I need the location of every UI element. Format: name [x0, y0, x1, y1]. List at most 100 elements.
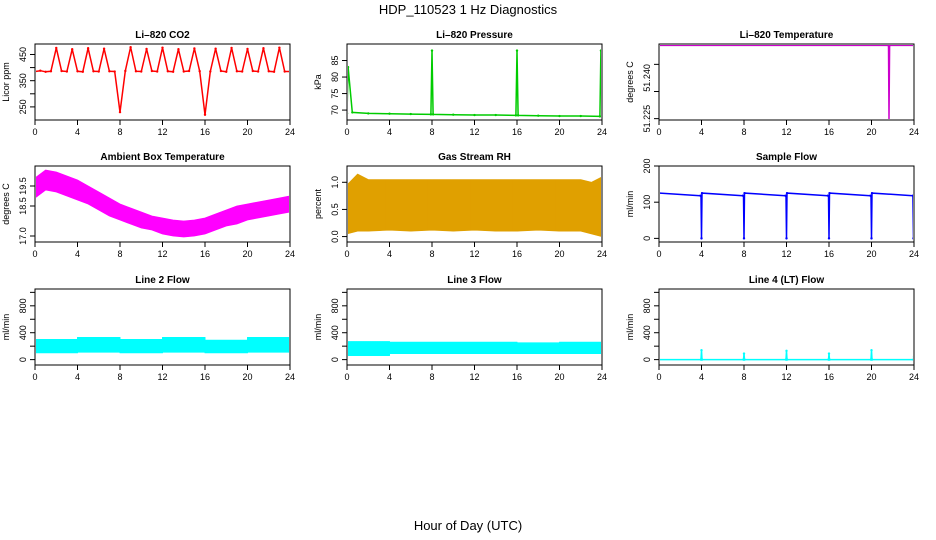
- data-point: [888, 45, 891, 47]
- x-tick-label: 8: [741, 372, 746, 382]
- x-tick-label: 24: [909, 249, 919, 259]
- data-point: [700, 358, 704, 361]
- x-tick-label: 0: [656, 249, 661, 259]
- data-point: [283, 70, 286, 73]
- data-point: [870, 358, 874, 361]
- panel-ylabel: ml/min: [625, 314, 635, 341]
- data-point: [118, 110, 122, 114]
- panel-ylabel: kPa: [313, 74, 323, 90]
- x-tick-label: 0: [32, 249, 37, 259]
- panel-title: Li–820 Temperature: [740, 30, 834, 41]
- data-point: [140, 70, 143, 73]
- x-tick-label: 8: [429, 127, 434, 137]
- y-tick-label: 800: [642, 298, 652, 313]
- x-tick-label: 24: [285, 249, 295, 259]
- series-line: [660, 45, 913, 119]
- data-point: [409, 112, 412, 116]
- y-tick-label: 450: [18, 47, 28, 62]
- series-group: [348, 341, 601, 356]
- data-point: [429, 113, 433, 116]
- x-tick-label: 0: [344, 249, 349, 259]
- y-tick-label: 400: [18, 325, 28, 340]
- data-point: [700, 349, 703, 352]
- data-point: [785, 237, 788, 240]
- data-point: [660, 45, 661, 47]
- data-point: [209, 70, 212, 73]
- y-tick-label: 800: [18, 298, 28, 313]
- x-tick-label: 16: [512, 372, 522, 382]
- data-point: [256, 70, 260, 73]
- data-point: [388, 112, 391, 115]
- x-tick-label: 12: [781, 372, 791, 382]
- data-point: [49, 70, 53, 73]
- x-tick-label: 16: [200, 249, 210, 259]
- data-point: [870, 349, 873, 352]
- x-tick-label: 4: [75, 249, 80, 259]
- data-point: [579, 114, 582, 118]
- panel-7: Line 2 Flow ml/min 0 4 8 12 16 20 24 0 400 800: [1, 275, 295, 382]
- panel-ylabel: percent: [313, 188, 323, 219]
- data-point: [76, 70, 79, 73]
- y-tick-label: 0: [642, 236, 652, 241]
- y-tick-label: 100: [642, 195, 652, 210]
- series-line: [348, 49, 601, 118]
- data-point: [785, 191, 789, 195]
- panel-title: Gas Stream RH: [438, 152, 511, 163]
- x-tick-label: 4: [75, 127, 80, 137]
- figure-xlabel: Hour of Day (UTC): [413, 518, 523, 533]
- data-point: [230, 46, 233, 50]
- panel-2: Li–820 Pressure kPa 0 4 8 12 16 20 24 70 75 80 85: [313, 30, 607, 137]
- data-point: [700, 237, 703, 240]
- data-point: [743, 358, 746, 361]
- plot-frame: [658, 43, 915, 121]
- data-point: [97, 70, 100, 73]
- y-tick-label: 1.0: [330, 176, 340, 189]
- y-tick-label: 51.225: [642, 105, 652, 133]
- data-point: [742, 352, 746, 355]
- y-tick-label: 0: [18, 357, 28, 362]
- x-tick-label: 12: [781, 249, 791, 259]
- y-tick-label: 80: [330, 72, 340, 82]
- x-tick-label: 4: [75, 372, 80, 382]
- data-point: [828, 358, 831, 361]
- data-point: [514, 114, 518, 117]
- x-tick-label: 0: [656, 372, 661, 382]
- series-group: [660, 191, 913, 240]
- data-point: [219, 69, 223, 73]
- x-tick-label: 24: [597, 249, 607, 259]
- x-tick-label: 24: [285, 372, 295, 382]
- panel-ylabel: ml/min: [625, 191, 635, 218]
- panel-1: Li–820 CO2 Licor ppm 0 4 8 12 16 20 24 250 350 450: [1, 30, 295, 137]
- x-tick-label: 24: [597, 127, 607, 137]
- data-point: [912, 45, 913, 47]
- data-point: [124, 69, 127, 73]
- data-point: [912, 237, 913, 240]
- data-point: [351, 111, 354, 114]
- x-tick-label: 4: [699, 249, 704, 259]
- data-point: [225, 70, 228, 73]
- x-tick-label: 20: [866, 249, 876, 259]
- x-tick-label: 12: [781, 127, 791, 137]
- x-tick-label: 16: [824, 372, 834, 382]
- plot-frame: [346, 43, 603, 121]
- data-point: [699, 194, 703, 197]
- panel-9: Line 4 (LT) Flow ml/min 0 4 8 12 16 20 24 0 400 800: [625, 275, 919, 382]
- y-tick-label: 0.0: [330, 230, 340, 243]
- data-point: [494, 113, 497, 117]
- panel-8: Line 3 Flow ml/min 0 4 8 12 16 20 24 0 400 800: [313, 275, 607, 382]
- x-tick-label: 0: [656, 127, 661, 137]
- data-point: [911, 194, 913, 197]
- panel-title: Line 3 Flow: [447, 275, 502, 286]
- x-tick-label: 0: [32, 127, 37, 137]
- data-point: [272, 70, 276, 73]
- data-point: [827, 194, 830, 197]
- x-tick-label: 12: [157, 249, 167, 259]
- data-point: [660, 192, 661, 194]
- data-point: [742, 194, 745, 197]
- data-point: [86, 46, 90, 50]
- y-tick-label: 51.240: [642, 64, 652, 92]
- y-tick-label: 0.5: [330, 203, 340, 216]
- data-point: [367, 112, 370, 115]
- data-point: [214, 47, 217, 50]
- x-tick-label: 8: [117, 249, 122, 259]
